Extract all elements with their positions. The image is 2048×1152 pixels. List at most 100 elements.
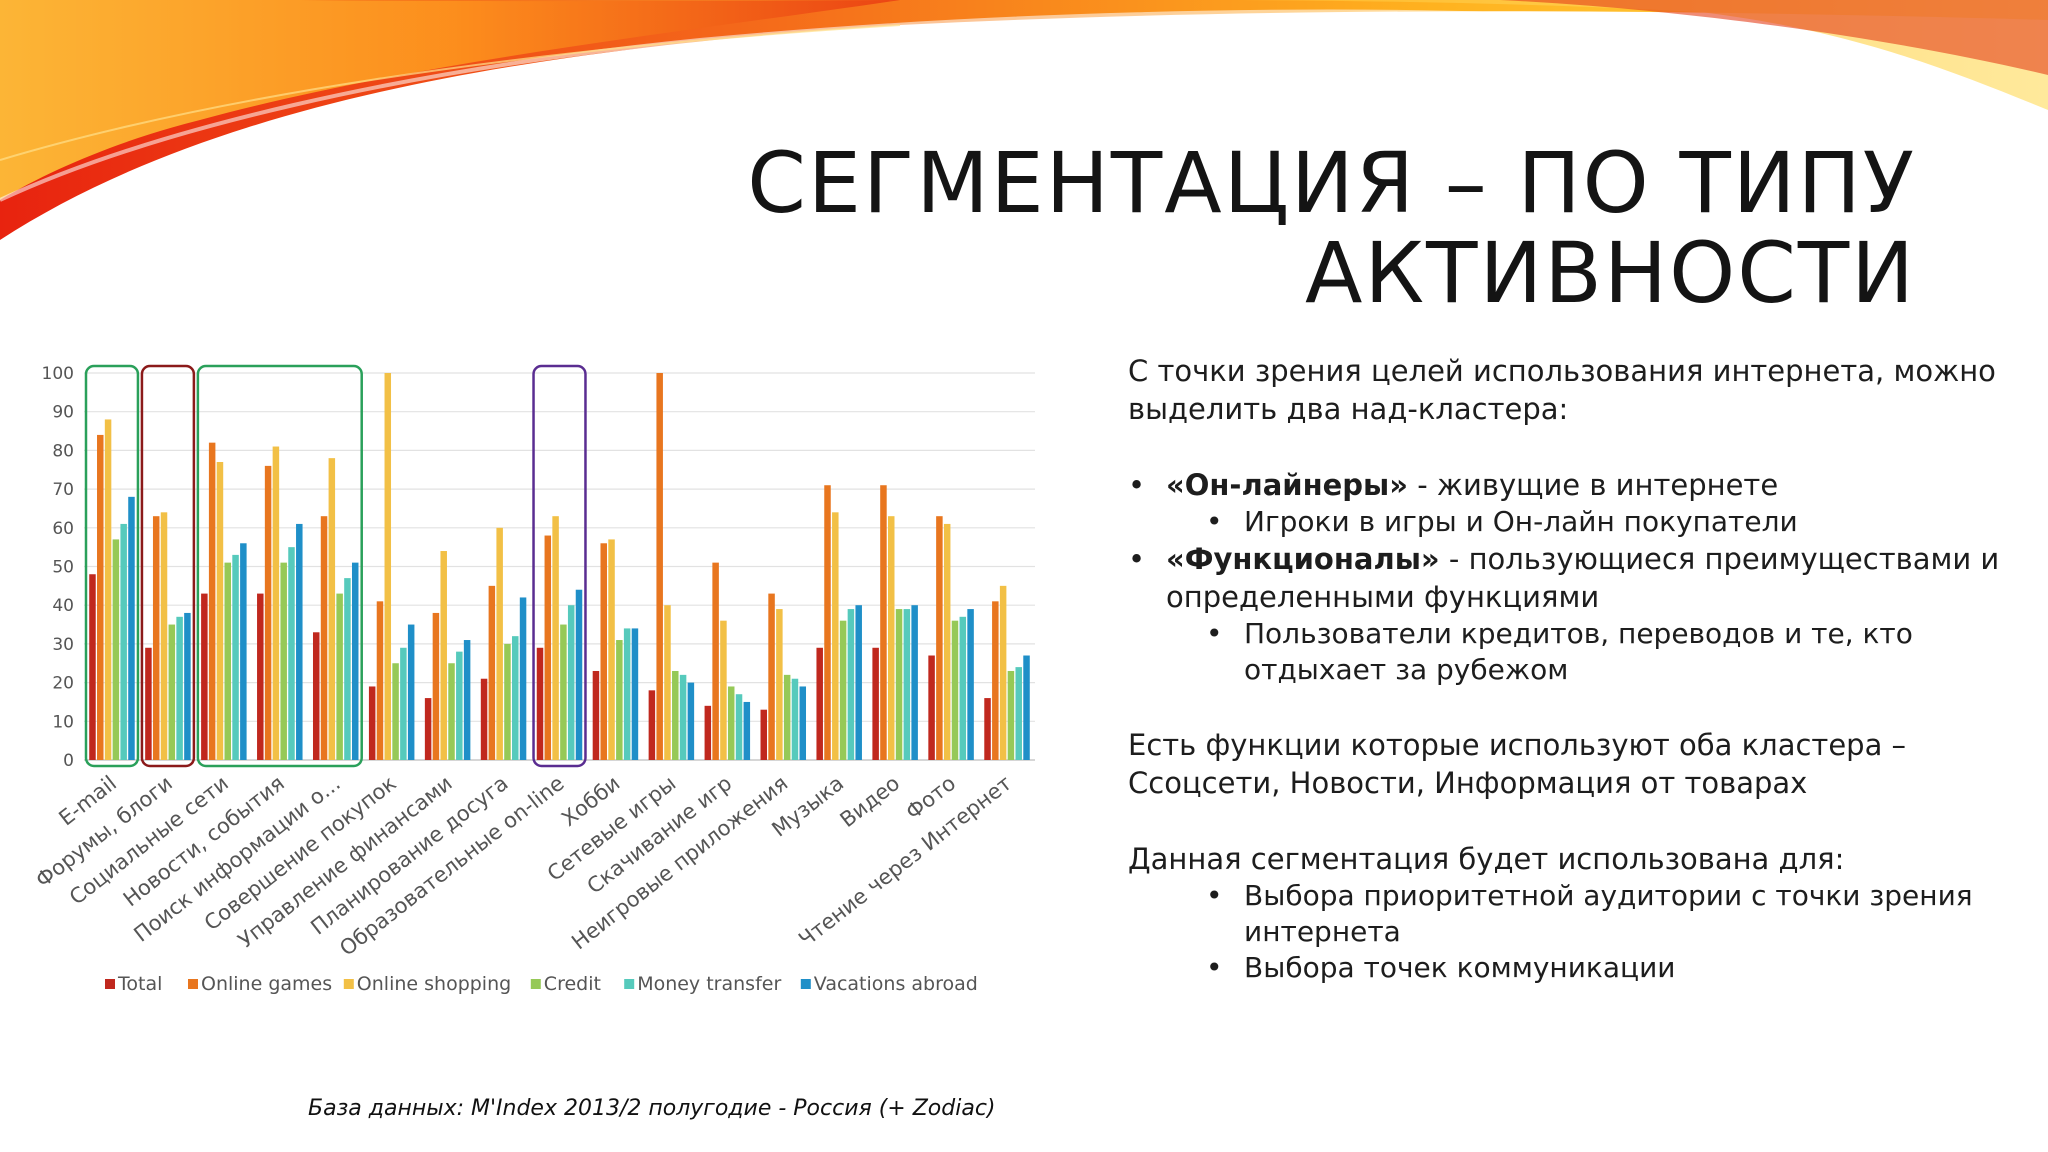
bar <box>743 701 751 760</box>
bar <box>791 678 799 760</box>
bar <box>847 609 855 760</box>
legend-label: Money transfer <box>637 973 781 995</box>
bar <box>112 539 120 760</box>
title-line-2: АКТИВНОСТИ <box>1305 224 1916 322</box>
bar <box>336 593 343 760</box>
bar <box>992 601 999 760</box>
bar <box>608 539 615 760</box>
bar <box>407 624 415 760</box>
data-source-note: База данных: M'Index 2013/2 полугодие - … <box>308 1096 996 1121</box>
bar <box>496 527 503 760</box>
y-tick-label: 40 <box>52 596 74 616</box>
legend-label: Online games <box>201 973 332 995</box>
y-tick-label: 10 <box>52 712 74 732</box>
bar <box>296 523 303 760</box>
bullet-onliners-rest: - живущие в интернете <box>1408 468 1779 502</box>
legend-label: Online shopping <box>357 973 511 995</box>
usage-sub-bullet-1: Выбора приоритетной аудитории с точки зр… <box>1128 878 2018 950</box>
bar <box>312 632 320 760</box>
bar <box>536 647 544 760</box>
bar <box>855 605 862 760</box>
bar <box>880 485 887 760</box>
bar <box>89 574 96 760</box>
bar <box>959 616 967 760</box>
bar <box>512 636 519 760</box>
bar <box>128 496 135 760</box>
bar <box>463 640 471 760</box>
highlight-box <box>140 364 196 768</box>
bar <box>232 554 239 760</box>
bar <box>832 512 839 760</box>
bullet-functionals-bold: «Функционалы» <box>1166 542 1440 576</box>
bullet-onliners-bold: «Он-лайнеры» <box>1166 468 1409 502</box>
bar <box>168 624 176 760</box>
y-tick-label: 80 <box>52 441 74 461</box>
bullet-functionals: «Функционалы» - пользующиеся преимуществ… <box>1128 540 2018 616</box>
bar <box>712 562 719 760</box>
legend-swatch <box>105 979 115 989</box>
bar <box>600 543 607 760</box>
highlight-box <box>84 364 140 768</box>
bar <box>623 628 631 760</box>
bar <box>519 597 527 760</box>
bar <box>448 663 455 760</box>
y-tick-label: 100 <box>42 364 74 384</box>
bar <box>208 442 216 760</box>
bar <box>704 705 712 760</box>
bar <box>816 647 823 760</box>
bar <box>176 616 183 760</box>
legend-swatch <box>343 979 354 989</box>
bullet-functionals-rest: - пользующиеся преимуществами и определе… <box>1166 542 2000 614</box>
bar <box>544 535 552 760</box>
bar <box>1007 670 1015 760</box>
bar <box>344 578 351 760</box>
legend-label: Credit <box>544 973 601 995</box>
shared-functions-paragraph: Есть функции которые используют оба клас… <box>1128 728 1907 800</box>
intro-paragraph: С точки зрения целей использования интер… <box>1128 354 1996 426</box>
bar <box>97 434 104 760</box>
bar <box>903 609 911 760</box>
bar <box>951 620 959 760</box>
bar <box>616 640 623 760</box>
bar <box>984 698 991 760</box>
bullet-onliners: «Он-лайнеры» - живущие в интернете <box>1128 466 2018 504</box>
slide-title: СЕГМЕНТАЦИЯ – ПО ТИПУ АКТИВНОСТИ <box>747 138 1916 318</box>
bar <box>783 674 791 760</box>
decorative-swoosh-banner <box>0 0 2048 240</box>
bar <box>456 651 463 760</box>
bar <box>872 647 879 760</box>
y-tick-label: 70 <box>52 480 74 500</box>
bar <box>257 593 264 760</box>
bar <box>656 373 663 760</box>
bar <box>648 690 656 760</box>
slide-body-text: С точки зрения целей использования интер… <box>1128 352 2018 986</box>
bar <box>351 562 359 760</box>
bar <box>928 655 935 760</box>
bar <box>240 543 247 760</box>
bar <box>895 609 903 760</box>
bar <box>552 516 559 760</box>
bar <box>368 686 376 760</box>
legend-label: Vacations abroad <box>814 973 978 995</box>
bar <box>320 516 328 760</box>
y-tick-label: 30 <box>52 635 74 655</box>
bar <box>280 562 287 760</box>
bar <box>272 446 280 760</box>
bar <box>152 516 160 760</box>
bar <box>799 686 807 760</box>
sub-bullet-functionals: Пользователи кредитов, переводов и те, к… <box>1128 616 2018 688</box>
y-tick-label: 20 <box>52 674 74 694</box>
bar <box>376 601 384 760</box>
bar <box>672 670 679 760</box>
bar <box>1015 667 1022 760</box>
usage-sub-bullet-2: Выбора точек коммуникации <box>1128 950 2018 986</box>
bar <box>687 682 695 760</box>
legend-swatch <box>188 979 198 989</box>
bar <box>887 516 895 760</box>
bar <box>288 547 295 760</box>
bar <box>400 647 407 760</box>
bar <box>104 419 112 760</box>
bar <box>720 620 727 760</box>
bar <box>216 462 224 760</box>
